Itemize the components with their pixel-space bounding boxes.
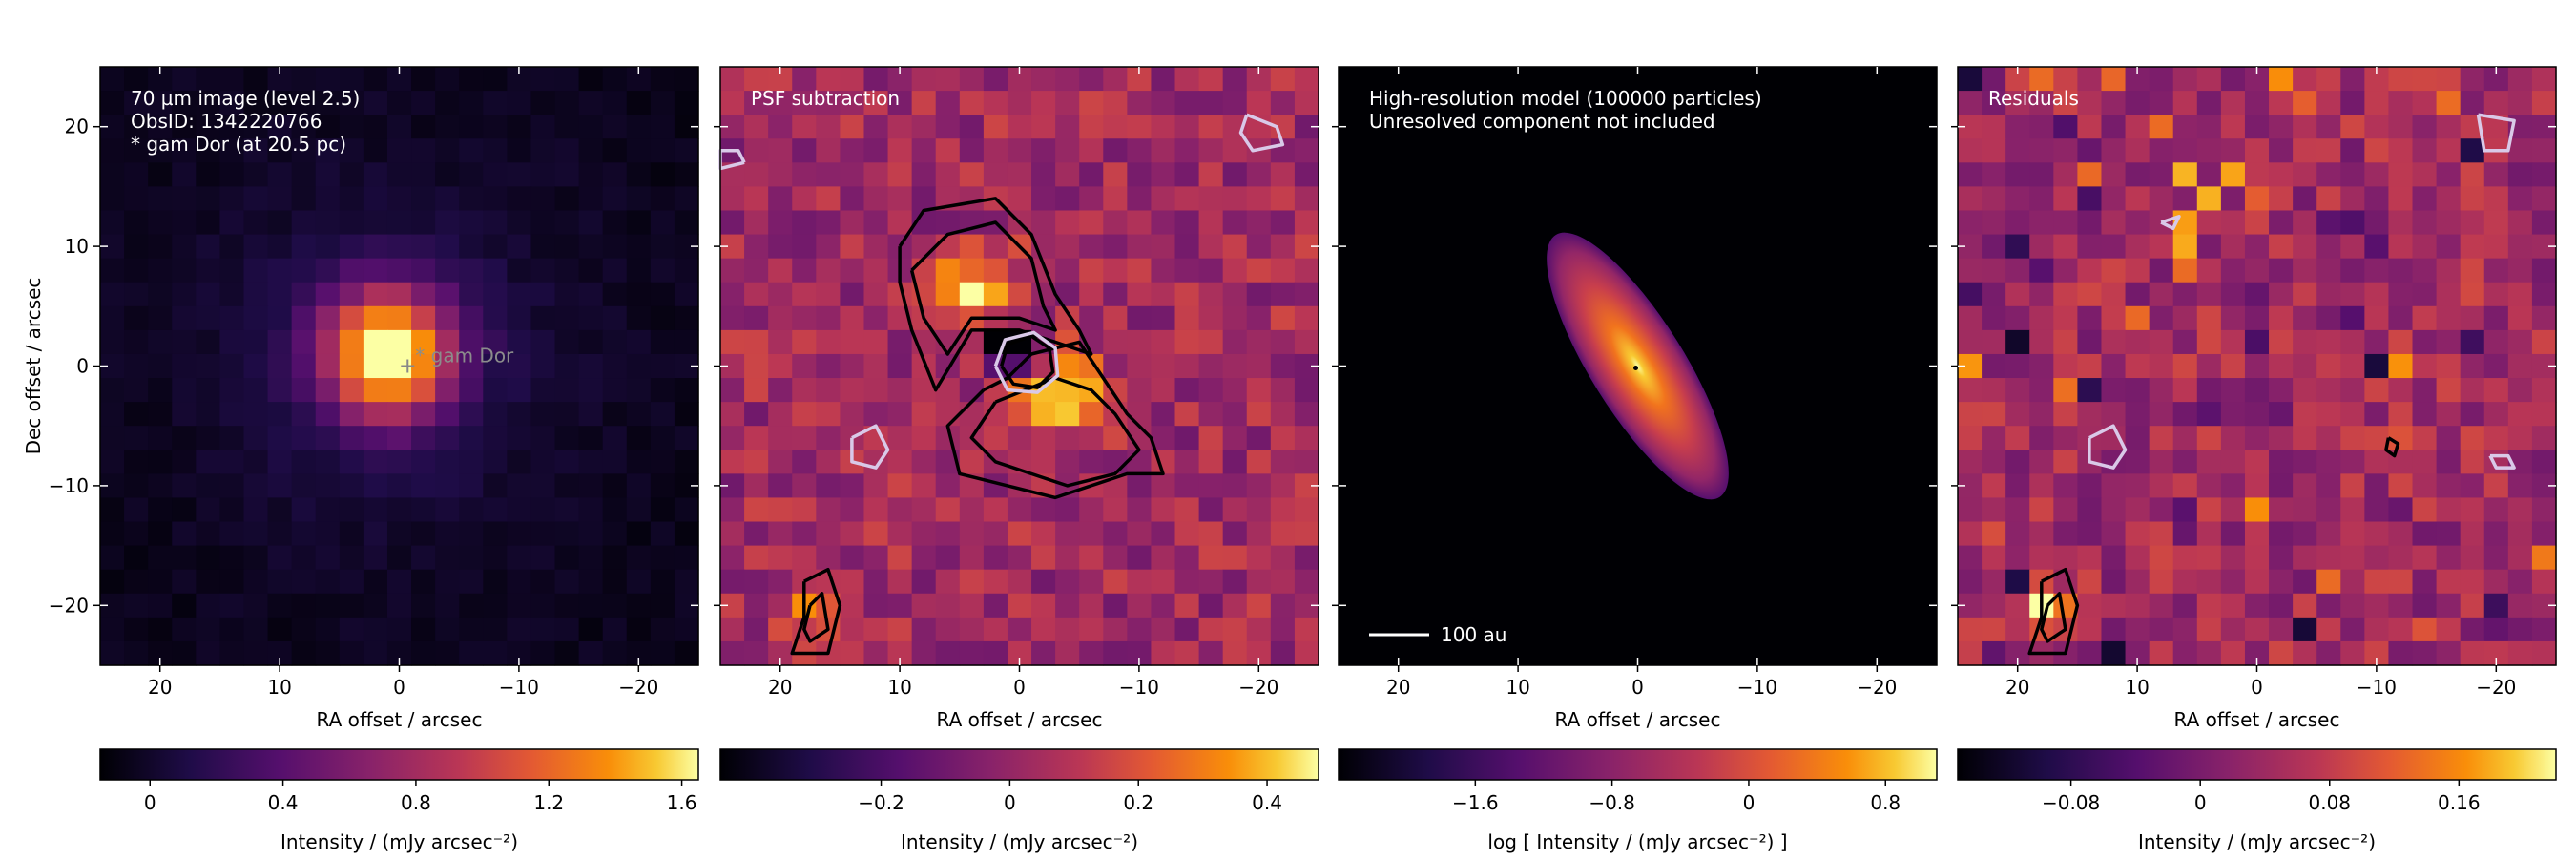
panel-image [1339, 67, 1937, 665]
colorbar-tick-label: 0 [1004, 791, 1016, 814]
x-tick-label: 10 [2125, 676, 2149, 699]
panel-3: 20 10 0 −10 −20 RA offset / arcsec High-resolu… [1332, 66, 1938, 853]
colorbar-tick-label: 0 [2194, 791, 2207, 814]
star-label: * gam Dor [415, 345, 514, 367]
y-tick-label: −20 [49, 594, 89, 617]
panel-image [720, 67, 1319, 666]
panel-image [100, 67, 699, 666]
x-tick-label: −20 [1857, 676, 1897, 699]
x-tick-label: −20 [2476, 676, 2516, 699]
panel-annotation: Unresolved component not included [1369, 110, 1715, 133]
x-tick-label: 10 [1506, 676, 1529, 699]
colorbar: 0 0.4 0.8 1.2 1.6 Intensity / (mJy arcsec⁻²) [99, 748, 699, 853]
colorbar-tick-label: 1.2 [533, 791, 564, 814]
colorbar: −0.08 0 0.08 0.16 Intensity / (mJy arcsec⁻²) [1957, 748, 2557, 853]
colorbar-tick-label: −1.6 [1452, 791, 1499, 814]
x-tick-label: 20 [768, 676, 792, 699]
x-axis-label: RA offset / arcsec [1555, 708, 1721, 731]
colorbar-tick-label: 0.08 [2308, 791, 2351, 814]
model-disk [1547, 232, 1729, 500]
x-tick-label: 10 [267, 676, 291, 699]
colorbar-tick-label: −0.08 [2042, 791, 2100, 814]
panel-annotation: 70 µm image (level 2.5) [131, 87, 360, 110]
panel-annotation: ObsID: 1342220766 [131, 110, 322, 133]
panel-annotation: * gam Dor (at 20.5 pc) [131, 133, 346, 156]
panel-1: 20 10 0 −10 −20 20 10 0 −10 −20 RA offset / arcsec… [22, 66, 699, 853]
x-tick-label: 20 [148, 676, 172, 699]
colorbar-tick-label: 0.2 [1123, 791, 1153, 814]
colorbar-tick-label: 0 [1743, 791, 1755, 814]
ticks [1951, 67, 2556, 672]
panel-2: 20 10 0 −10 −20 RA offset / arcsec PSF subtrac… [714, 66, 1319, 853]
ticks [714, 67, 1319, 672]
y-tick-label: 20 [65, 115, 89, 138]
panel-annotation: High-resolution model (100000 particles) [1369, 87, 1762, 110]
colorbar-tick-label: 1.6 [667, 791, 697, 814]
ticks [93, 67, 698, 672]
colorbar-tick-label: 0.8 [1870, 791, 1901, 814]
y-tick-label: −10 [49, 474, 89, 497]
x-tick-label: 20 [1386, 676, 1410, 699]
x-tick-label: −10 [2357, 676, 2397, 699]
x-tick-label: 0 [2251, 676, 2263, 699]
colorbar-label: Intensity / (mJy arcsec⁻²) [280, 830, 518, 853]
y-tick-label: 10 [65, 235, 89, 258]
panel-image [1958, 67, 2557, 666]
colorbar: −1.6 −0.8 0 0.8 log [ Intensity / (mJy arcse… [1338, 748, 1938, 853]
colorbar-label: Intensity / (mJy arcsec⁻²) [2138, 830, 2376, 853]
x-tick-label: 0 [393, 676, 405, 699]
y-axis-label: Dec offset / arcsec [22, 278, 45, 455]
colorbar: −0.2 0 0.2 0.4 Intensity / (mJy arcsec⁻²) [719, 748, 1319, 853]
x-tick-label: 0 [1631, 676, 1644, 699]
colorbar-tick-label: 0.16 [2438, 791, 2481, 814]
x-axis-label: RA offset / arcsec [2174, 708, 2340, 731]
colorbar-tick-label: −0.8 [1589, 791, 1635, 814]
colorbar-label: log [ Intensity / (mJy arcsec⁻²) ] [1487, 830, 1787, 853]
x-tick-label: 10 [887, 676, 911, 699]
x-axis-label: RA offset / arcsec [317, 708, 483, 731]
scale-bar-label: 100 au [1441, 623, 1506, 646]
panel-4: 20 10 0 −10 −20 RA offset / arcsec Residuals −0… [1951, 66, 2557, 853]
colorbar-tick-label: 0.4 [268, 791, 299, 814]
colorbar-tick-label: 0.4 [1252, 791, 1282, 814]
colorbar-tick-label: 0 [144, 791, 156, 814]
contours [2027, 113, 2516, 656]
x-axis-label: RA offset / arcsec [937, 708, 1103, 731]
panel-annotation: PSF subtraction [751, 87, 900, 110]
x-tick-label: −20 [1238, 676, 1278, 699]
x-tick-label: −10 [1737, 676, 1777, 699]
x-tick-label: −10 [499, 676, 539, 699]
x-tick-label: −10 [1119, 676, 1159, 699]
x-tick-label: 20 [2005, 676, 2029, 699]
x-tick-label: −20 [618, 676, 658, 699]
x-tick-label: 0 [1013, 676, 1026, 699]
ticks [1332, 67, 1937, 672]
y-tick-label: 0 [76, 355, 89, 378]
colorbar-label: Intensity / (mJy arcsec⁻²) [901, 830, 1138, 853]
colorbar-tick-label: 0.8 [401, 791, 431, 814]
colorbar-tick-label: −0.2 [858, 791, 904, 814]
panel-annotation: Residuals [1988, 87, 2079, 110]
